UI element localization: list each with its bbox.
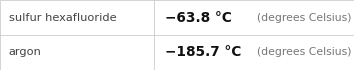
- Text: −185.7 °C: −185.7 °C: [165, 45, 241, 59]
- Text: argon: argon: [9, 47, 42, 57]
- Text: sulfur hexafluoride: sulfur hexafluoride: [9, 13, 116, 23]
- Text: (degrees Celsius): (degrees Celsius): [257, 13, 351, 23]
- Text: (degrees Celsius): (degrees Celsius): [257, 47, 351, 57]
- Text: −63.8 °C: −63.8 °C: [165, 11, 232, 25]
